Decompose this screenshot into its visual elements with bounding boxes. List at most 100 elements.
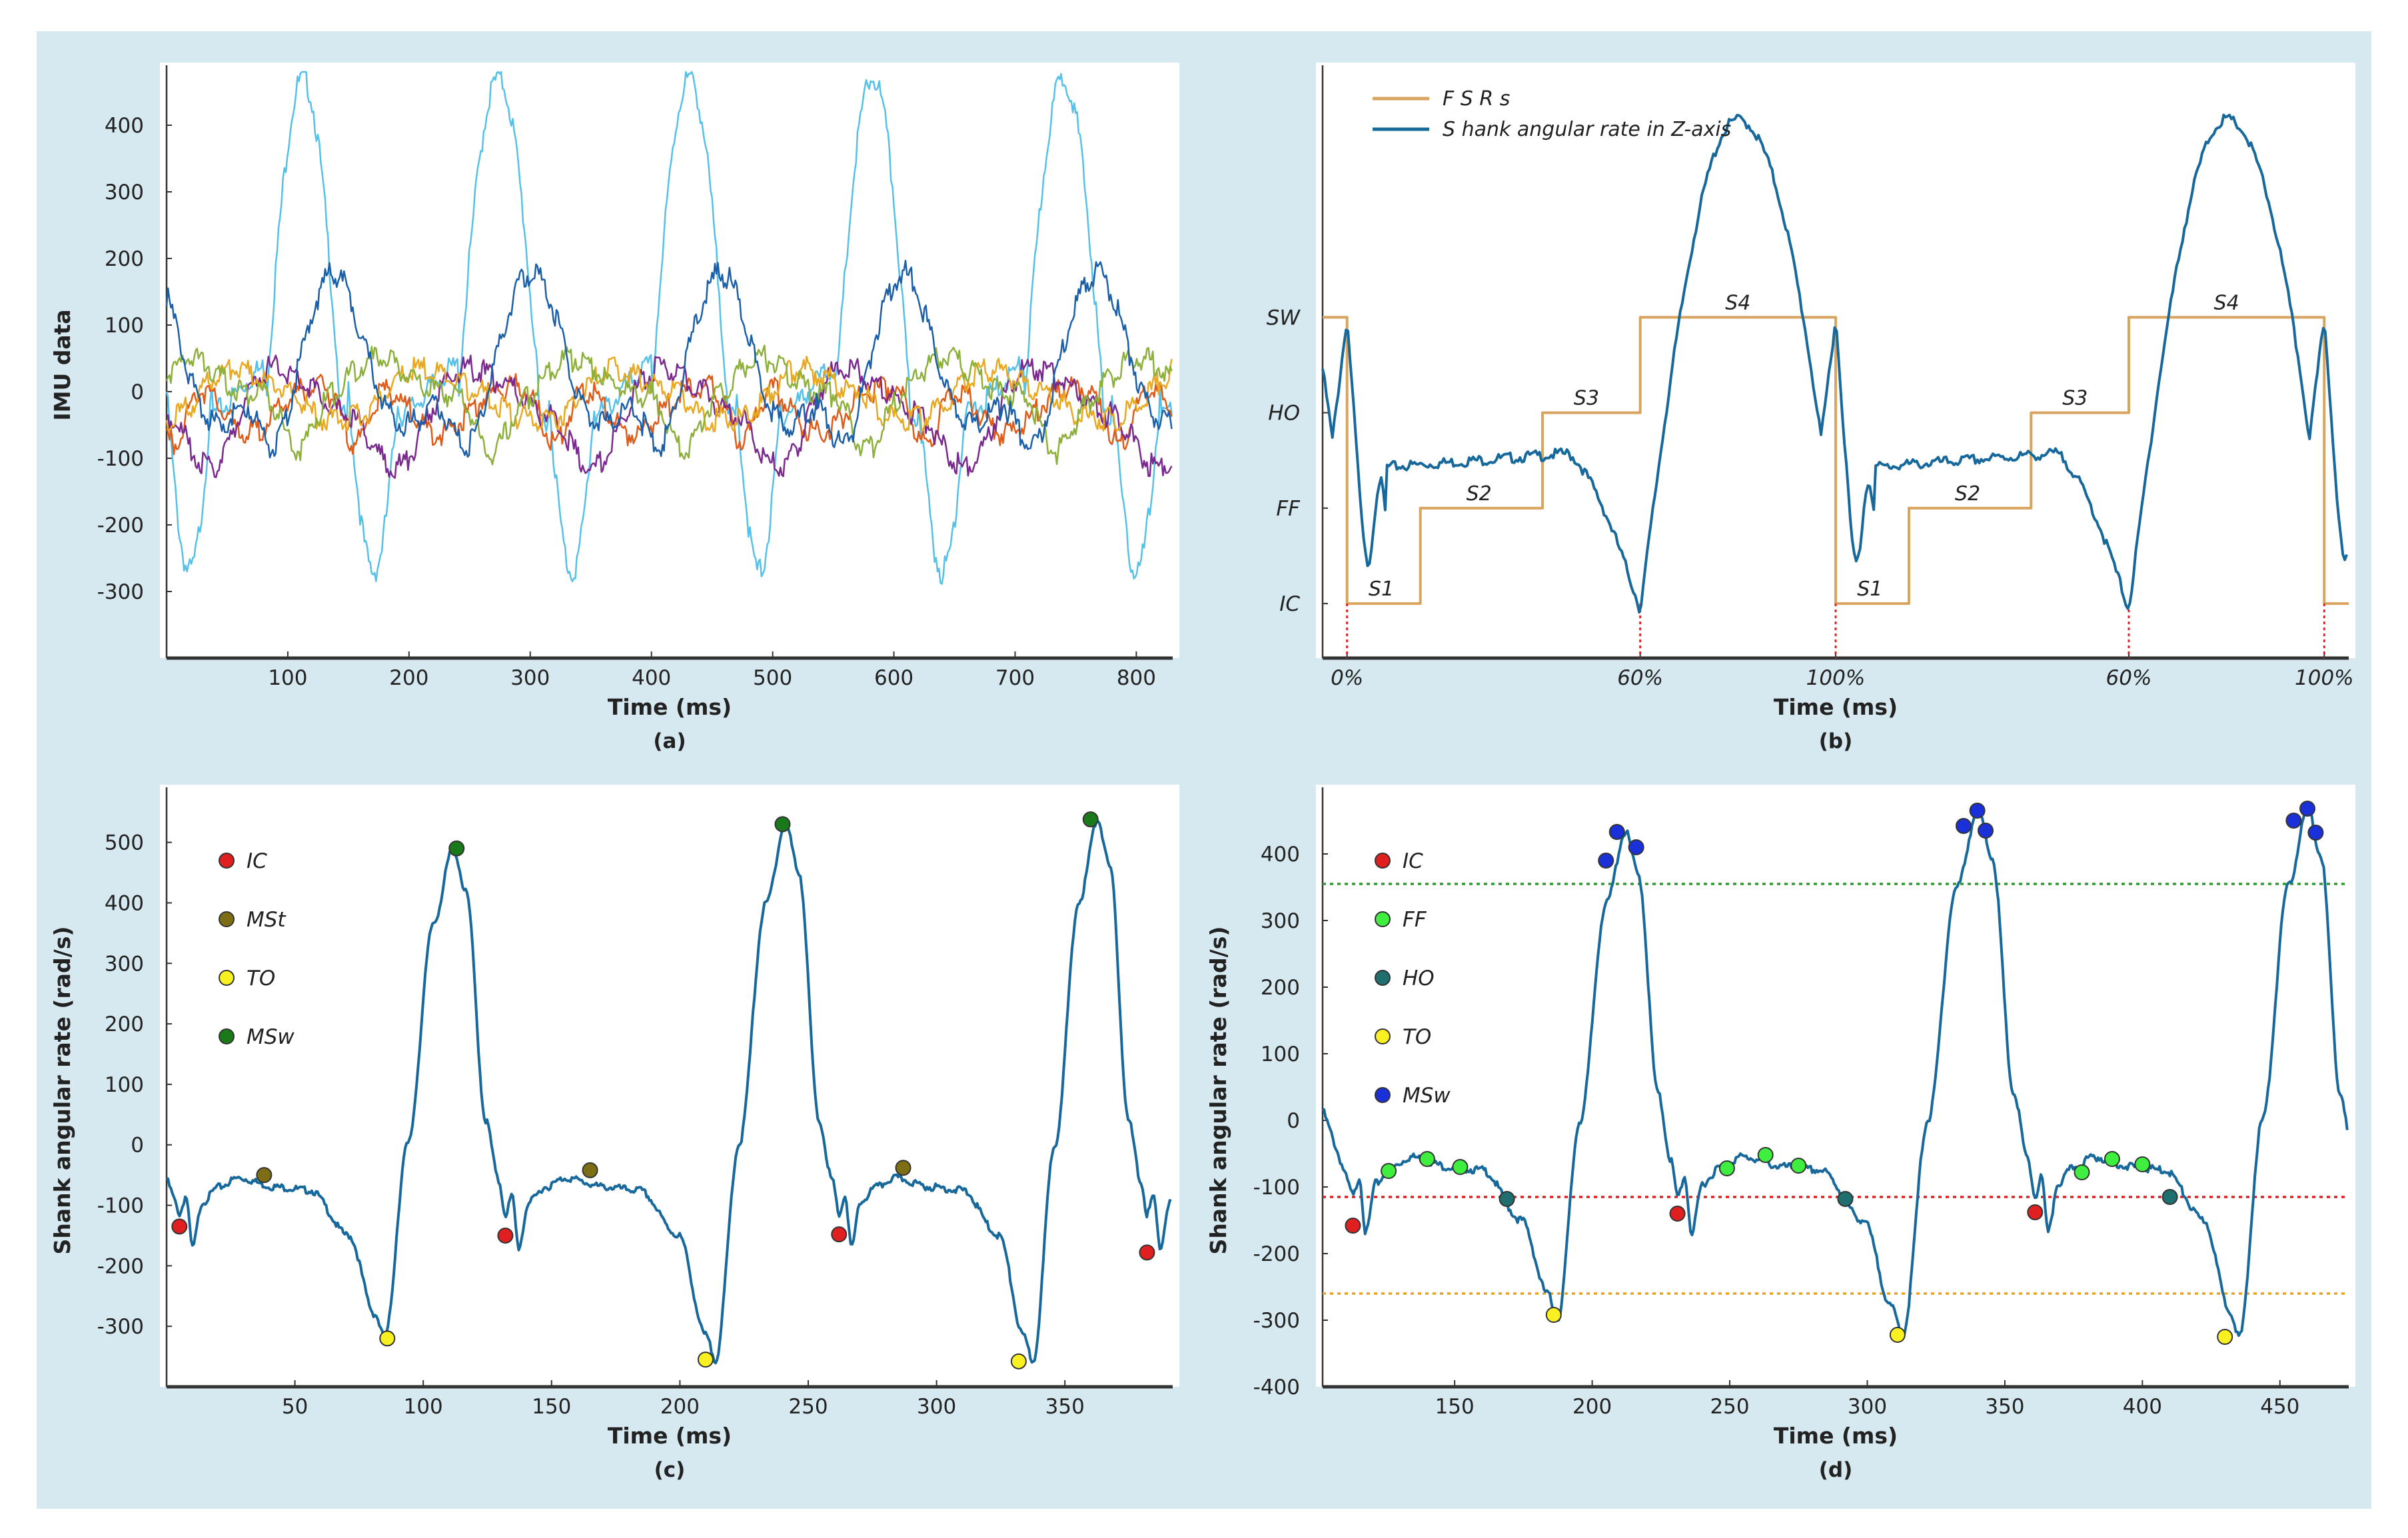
event-marker-ff	[1790, 1158, 1807, 1174]
y-tick-label: 200	[1261, 976, 1300, 1000]
event-marker-ho	[2161, 1189, 2178, 1205]
legend-label-to: TO	[1403, 1025, 1431, 1049]
legend-marker-ff	[1375, 911, 1391, 927]
event-marker-ic	[1669, 1206, 1686, 1222]
x-tick-label: 150	[1435, 1395, 1475, 1419]
event-marker-ff	[2134, 1156, 2151, 1172]
x-tick-label: 450	[2260, 1395, 2299, 1419]
phase-label-s4: S4	[2214, 291, 2239, 314]
x-axis-title: Time (ms)	[1774, 694, 1898, 720]
event-marker-msw	[1969, 803, 1986, 819]
legend-label-ic: IC	[247, 849, 267, 873]
phase-label-s2: S2	[1467, 482, 1492, 506]
phase-label-s4: S4	[1725, 291, 1750, 314]
x-tick-label: 60%	[2106, 666, 2152, 690]
y-tick-label: FF	[1276, 497, 1301, 521]
caption: (b)	[1819, 729, 1853, 753]
y-tick-label: -100	[97, 1194, 144, 1218]
event-marker-ho	[1837, 1191, 1854, 1207]
phase-label-s1: S1	[1369, 577, 1394, 601]
shank-angular-rate-line	[166, 819, 1172, 1365]
x-tick-label: 350	[1985, 1395, 2024, 1419]
y-tick-label: -200	[1253, 1242, 1300, 1266]
y-tick-label: -100	[97, 447, 144, 471]
event-marker-ic	[1139, 1244, 1155, 1261]
legend-label-mst: MSt	[247, 908, 287, 932]
x-tick-label: 400	[632, 666, 671, 690]
x-tick-label: 250	[788, 1395, 828, 1419]
event-marker-ff	[1718, 1160, 1735, 1176]
event-marker-ff	[2104, 1151, 2120, 1167]
legend-label-shank: S hank angular rate in Z-axis	[1443, 118, 1731, 141]
x-tick-label: 300	[510, 666, 550, 690]
x-axis-title: Time (ms)	[1774, 1423, 1898, 1449]
event-marker-ic	[1345, 1218, 1361, 1234]
event-marker-msw	[2285, 813, 2302, 829]
y-tick-label: IC	[1279, 592, 1300, 616]
y-tick-label: 0	[131, 380, 144, 404]
x-tick-label: 800	[1117, 666, 1156, 690]
x-axis-title: Time (ms)	[608, 1423, 732, 1449]
event-marker-ff	[1419, 1151, 1435, 1167]
x-tick-label: 0%	[1331, 666, 1363, 690]
event-marker-msw	[1082, 811, 1099, 828]
shank-angular-rate-line	[1322, 805, 2349, 1339]
event-marker-ic	[831, 1226, 848, 1243]
event-marker-ic	[497, 1227, 514, 1244]
y-tick-label: 0	[131, 1134, 144, 1158]
x-tick-label: 100	[404, 1395, 443, 1419]
event-marker-msw	[448, 840, 465, 857]
event-marker-ff	[1757, 1147, 1774, 1163]
x-tick-label: 100%	[1806, 666, 1866, 690]
chart-b: 0% 60% 100% 60% 100% IC FF HO SW Time (ms) (b) S1 S2…	[1267, 65, 2354, 753]
y-tick-label: 200	[105, 247, 144, 271]
legend-marker-ic	[1375, 853, 1391, 869]
event-marker-to	[1010, 1353, 1027, 1369]
legend-label-ho: HO	[1403, 966, 1435, 990]
chart-a: 100 200 300 400 500 600 700 800 -300 -200 -100 0 100…	[49, 65, 1173, 753]
event-marker-to	[697, 1351, 714, 1368]
x-tick-label: 200	[1572, 1395, 1612, 1419]
legend-marker-mst	[219, 911, 235, 927]
event-marker-msw	[774, 816, 791, 833]
legend-label-msw: MSw	[247, 1025, 295, 1049]
legend-marker-ho	[1375, 970, 1391, 986]
legend-label-ic: IC	[1403, 849, 1423, 873]
event-marker-mst	[895, 1160, 911, 1176]
x-tick-label: 300	[917, 1395, 956, 1419]
event-marker-to	[1545, 1307, 1562, 1323]
event-marker-msw	[1608, 824, 1625, 840]
x-tick-label: 250	[1710, 1395, 1749, 1419]
phase-label-s3: S3	[2062, 387, 2088, 410]
imu-series-gyro-x	[165, 260, 1173, 459]
x-tick-label: 100%	[2295, 666, 2354, 690]
x-tick-label: 200	[389, 666, 428, 690]
legend-marker-to	[219, 970, 235, 986]
y-tick-label: -300	[97, 1315, 144, 1339]
event-marker-ff	[1381, 1163, 1397, 1179]
x-axis-title: Time (ms)	[608, 694, 732, 720]
x-tick-label: 60%	[1617, 666, 1663, 690]
event-marker-msw	[2307, 825, 2324, 841]
event-marker-msw	[1978, 823, 1994, 839]
y-tick-label: -300	[1253, 1309, 1300, 1333]
caption: (a)	[653, 729, 686, 753]
event-marker-mst	[582, 1162, 598, 1178]
caption: (d)	[1819, 1458, 1853, 1482]
y-tick-label: 100	[105, 314, 144, 338]
y-tick-label: 0	[1287, 1109, 1300, 1133]
legend-label-ff: FF	[1403, 908, 1427, 932]
phase-label-s3: S3	[1574, 387, 1599, 410]
y-tick-label: 400	[105, 891, 144, 915]
x-tick-label: 50	[282, 1395, 308, 1419]
event-marker-ff	[1452, 1159, 1469, 1175]
x-tick-label: 500	[753, 666, 792, 690]
chart-d: 150 200 250 300 350 400 450 -400 -300 -200 -100 0 10…	[1205, 787, 2349, 1482]
legend-label-to: TO	[247, 966, 275, 990]
event-marker-ff	[2074, 1164, 2090, 1180]
event-marker-ic	[171, 1218, 188, 1235]
x-tick-label: 700	[995, 666, 1035, 690]
caption: (c)	[654, 1458, 686, 1482]
x-tick-label: 200	[660, 1395, 700, 1419]
